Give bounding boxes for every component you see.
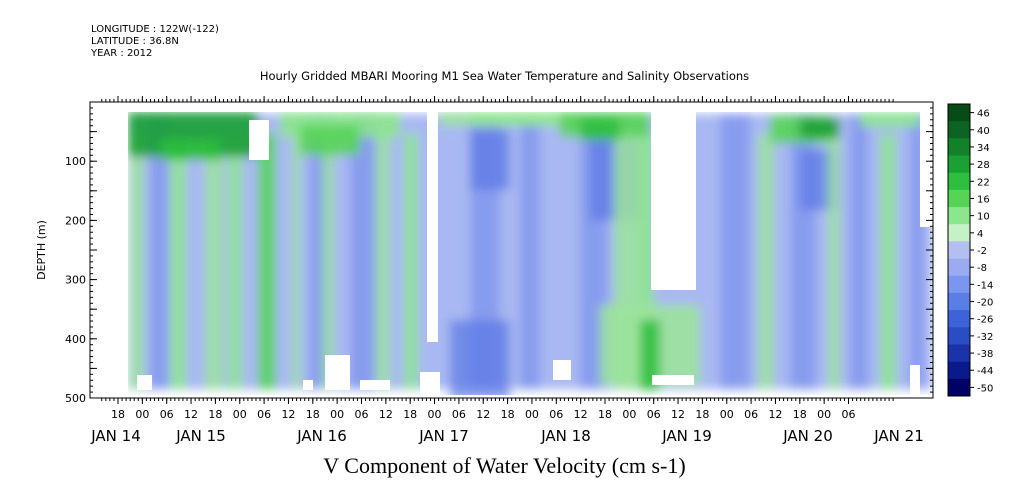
x-day-label: JAN 14 [90, 427, 141, 445]
x-tick-label: 00 [525, 408, 539, 421]
x-tick-label: 12 [768, 408, 782, 421]
x-day-label: JAN 15 [175, 427, 226, 445]
x-tick-label: 06 [549, 408, 563, 421]
x-tick-label: 18 [403, 408, 417, 421]
x-tick-label: 18 [695, 408, 709, 421]
x-tick-label: 18 [598, 408, 612, 421]
colorbar-label: -8 [977, 263, 987, 274]
x-tick-label: 06 [744, 408, 758, 421]
y-tick-label: 400 [65, 333, 86, 346]
colorbar-label: 4 [977, 229, 983, 240]
x-tick-label: 18 [793, 408, 807, 421]
x-tick-label: 18 [111, 408, 125, 421]
x-tick-label: 12 [574, 408, 588, 421]
x-tick-label: 12 [184, 408, 198, 421]
colorbar-label: 46 [977, 109, 990, 120]
x-tick-label: 00 [720, 408, 734, 421]
chart-title: Hourly Gridded MBARI Mooring M1 Sea Wate… [259, 69, 750, 83]
colorbar-label: 40 [977, 126, 990, 137]
colorbar-swatch [948, 361, 970, 380]
y-axis-label: DEPTH (m) [35, 220, 48, 280]
y-tick-label: 200 [65, 214, 86, 227]
colorbar-swatch [948, 241, 970, 260]
colorbar-label: -14 [977, 280, 993, 291]
y-tick-label: 500 [65, 392, 86, 405]
y-tick-label: 300 [65, 274, 86, 287]
chart-svg: 18 00 06 12 18 00 06 12 18 00 06 12 18 00 06 12 18 00 06 12… [35, 96, 993, 445]
y-tick-label: 100 [65, 155, 86, 168]
x-tick-label: 00 [817, 408, 831, 421]
x-tick-label: 06 [452, 408, 466, 421]
x-tick-label: 12 [671, 408, 685, 421]
x-tick-label: 12 [379, 408, 393, 421]
x-tick-label: 00 [233, 408, 247, 421]
x-tick-label: 00 [428, 408, 442, 421]
year-label: YEAR : 2012 [91, 48, 153, 59]
x-tick-label: 06 [842, 408, 856, 421]
latitude-label: LATITUDE : 36.8N [91, 36, 179, 47]
x-tick-label: 18 [306, 408, 320, 421]
colorbar-label: 22 [977, 177, 990, 188]
x-tick-label: 12 [281, 408, 295, 421]
colorbar-label: -20 [977, 298, 993, 309]
colorbar-swatch [948, 172, 970, 191]
x-day-label: JAN 16 [296, 427, 347, 445]
x-day-label: JAN 18 [540, 427, 591, 445]
colorbar-label: -44 [977, 366, 993, 377]
colorbar-label: -26 [977, 315, 993, 326]
colorbar-swatch [948, 292, 970, 311]
y-axis: 100 200 300 400 500 [65, 101, 933, 405]
colorbar-swatch [948, 207, 970, 225]
x-tick-label: 00 [135, 408, 149, 421]
variable-title: V Component of Water Velocity (cm s-1) [323, 453, 686, 478]
x-day-label: JAN 21 [873, 427, 924, 445]
colorbar-label: 16 [977, 194, 990, 205]
colorbar-swatch [948, 344, 970, 363]
colorbar-swatch [948, 275, 970, 294]
colorbar-swatch [948, 310, 970, 328]
colorbar-label: 10 [977, 212, 990, 223]
colorbar-swatch [948, 378, 970, 397]
colorbar-swatch [948, 258, 970, 277]
longitude-label: LONGITUDE : 122W(-122) [91, 24, 219, 35]
x-tick-label: 18 [208, 408, 222, 421]
x-tick-label: 18 [501, 408, 515, 421]
x-tick-label: 06 [355, 408, 369, 421]
colorbar-swatch [948, 104, 970, 122]
x-tick-label: 00 [622, 408, 636, 421]
colorbar-swatch [948, 189, 970, 208]
colorbar-swatch [948, 155, 970, 174]
x-day-label: JAN 20 [782, 427, 833, 445]
x-tick-label: 06 [647, 408, 661, 421]
x-day-label: JAN 17 [418, 427, 469, 445]
colorbar-label: 34 [977, 143, 990, 154]
colorbar-label: -38 [977, 349, 993, 360]
colorbar-swatch [948, 121, 970, 139]
colorbar-swatch [948, 224, 970, 242]
x-tick-label: 00 [330, 408, 344, 421]
heatmap-field [90, 102, 933, 398]
x-day-label: JAN 19 [661, 427, 712, 445]
colorbar-label: -50 [977, 383, 993, 394]
colorbar-label: 28 [977, 160, 990, 171]
colorbar-label: -32 [977, 332, 993, 343]
x-tick-label: 06 [257, 408, 271, 421]
colorbar-swatch [948, 138, 970, 157]
x-tick-label: 06 [160, 408, 174, 421]
colorbar-swatch [948, 327, 970, 345]
colorbar: 46 40 34 28 22 16 10 4 -2 -8 -14 -20 -26 -32 -38 -44 -50 [947, 103, 993, 397]
x-tick-label: 12 [476, 408, 490, 421]
x-axis: 18 00 06 12 18 00 06 12 18 00 06 12 18 00 06 12 18 00 06 12… [90, 96, 924, 445]
colorbar-label: -2 [977, 246, 987, 257]
